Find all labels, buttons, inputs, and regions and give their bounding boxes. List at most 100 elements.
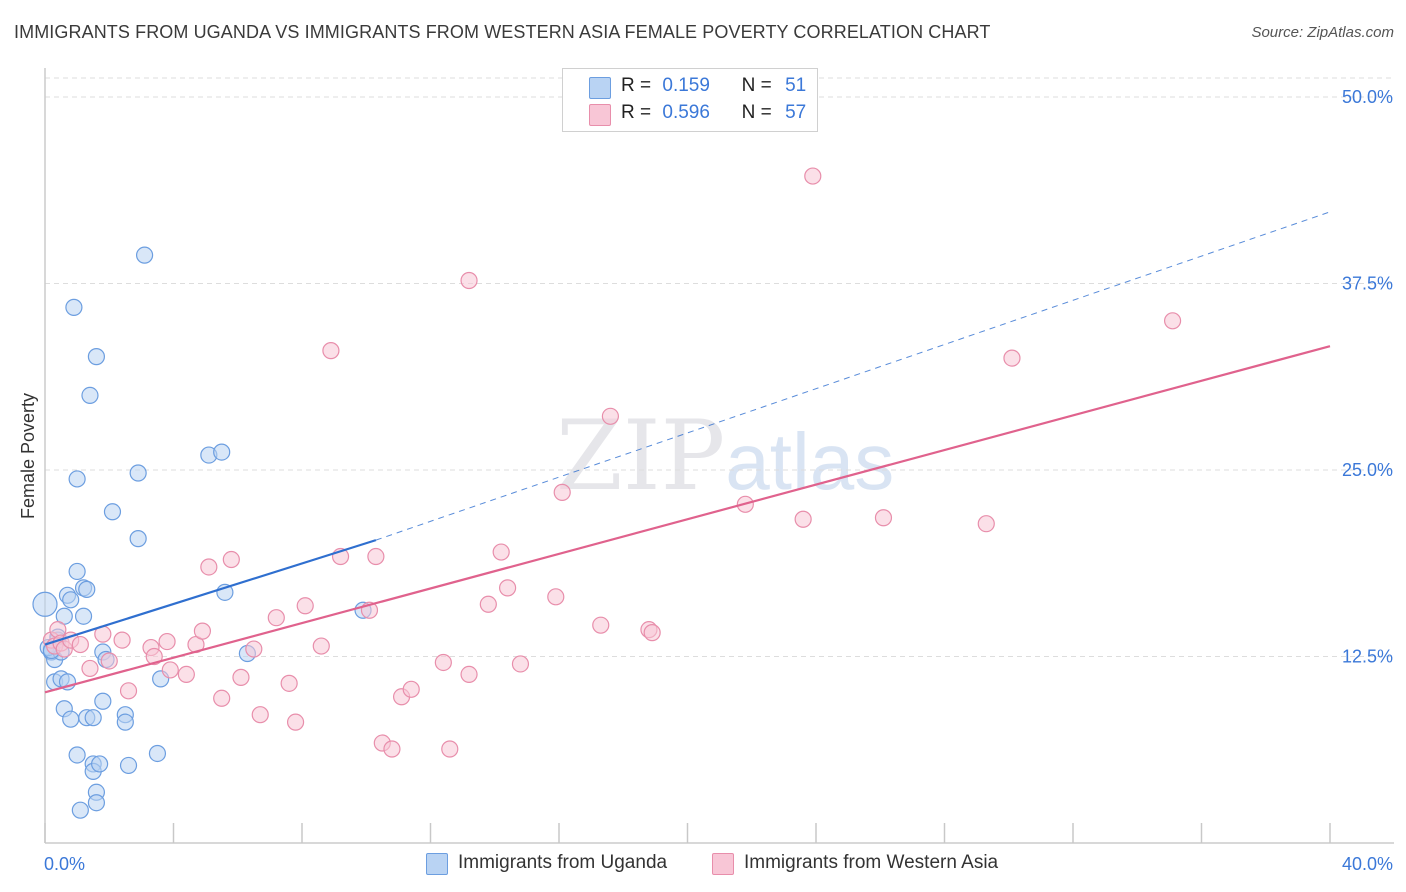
legend-stats-wasia: R = 0.596 N = 57	[621, 102, 806, 124]
uganda-point	[81, 386, 99, 404]
wasia-point	[804, 167, 822, 185]
uganda-point	[32, 591, 58, 617]
uganda-point	[68, 746, 86, 764]
uganda-point	[135, 246, 154, 264]
wasia-point	[874, 509, 893, 527]
wasia-point	[322, 342, 340, 360]
uganda-point	[87, 794, 106, 812]
wasia-point	[286, 713, 305, 731]
wasia-point	[553, 483, 571, 501]
uganda-point	[71, 801, 89, 819]
y-tick-label: 37.5%	[1342, 274, 1393, 294]
n-value: 51	[785, 75, 807, 96]
wasia-point	[267, 609, 285, 627]
x-tick-label: 0.0%	[44, 854, 85, 874]
wasia-point	[1163, 312, 1182, 330]
wasia-point	[601, 407, 620, 425]
r-value: 0.159	[662, 75, 710, 96]
uganda-point	[129, 464, 147, 482]
uganda-trend-extension	[375, 211, 1331, 541]
uganda-point	[94, 692, 112, 710]
wasia-point	[71, 635, 89, 654]
wasia-point	[296, 597, 314, 615]
legend-stats-uganda: R = 0.159 N = 51	[621, 75, 806, 97]
uganda-point	[65, 298, 83, 316]
wasia-legend-label: Immigrants from Western Asia	[744, 852, 999, 873]
wasia-point	[222, 550, 240, 569]
wasia-point	[251, 706, 269, 724]
uganda-legend-swatch	[426, 853, 448, 875]
wasia-point	[547, 588, 565, 606]
wasia-point	[1003, 349, 1021, 367]
correlation-legend: R = 0.159 N = 51 R = 0.596 N = 57	[562, 68, 818, 132]
labels-layer: 12.5% 25.0% 37.5% 50.0% 0.0% 40.0% Female Pove…	[18, 87, 1393, 874]
wasia-trend-line	[44, 345, 1331, 694]
wasia-point	[232, 668, 250, 686]
uganda-point	[84, 709, 102, 727]
points-layer	[32, 167, 1182, 819]
uganda-point	[213, 443, 231, 461]
wasia-point	[81, 659, 99, 678]
watermark-atlas: atlas	[725, 417, 895, 506]
wasia-point	[367, 547, 385, 566]
uganda-point	[148, 744, 167, 763]
wasia-point	[280, 674, 298, 692]
uganda-point	[91, 755, 109, 773]
wasia-point	[213, 689, 231, 707]
uganda-trend-line	[44, 539, 377, 646]
wasia-point	[383, 740, 401, 758]
zipatlas-watermark: ZIPatlas	[556, 400, 894, 512]
wasia-point	[119, 682, 138, 700]
wasia-point	[492, 543, 510, 561]
wasia-point	[200, 558, 218, 576]
uganda-point	[129, 530, 147, 548]
wasia-point	[245, 640, 263, 658]
wasia-point	[402, 680, 420, 698]
r-value: 0.596	[662, 102, 710, 123]
wasia-point	[145, 647, 163, 666]
wasia-point	[441, 740, 459, 758]
wasia-point	[100, 652, 118, 670]
wasia-point	[460, 665, 478, 684]
uganda-point	[68, 470, 86, 488]
wasia-point	[592, 616, 610, 634]
n-label: N =	[741, 102, 772, 123]
uganda-legend-label: Immigrants from Uganda	[458, 852, 668, 873]
y-tick-label: 12.5%	[1342, 647, 1393, 667]
uganda-point	[62, 591, 80, 609]
grid-layer	[45, 77, 1394, 657]
source-credit: Source: ZipAtlas.com	[1251, 24, 1394, 41]
r-label: R =	[621, 102, 652, 123]
wasia-point	[158, 632, 176, 651]
x-tick-label: 40.0%	[1342, 854, 1393, 874]
uganda-swatch	[589, 77, 611, 99]
wasia-point	[161, 661, 179, 679]
wasia-point	[177, 665, 195, 684]
uganda-point	[103, 503, 122, 521]
y-tick-label: 25.0%	[1342, 460, 1393, 480]
wasia-point	[479, 595, 497, 613]
axes-layer	[44, 68, 1394, 844]
y-axis-title: Female Poverty	[18, 393, 38, 519]
n-value: 57	[785, 102, 807, 123]
wasia-point	[511, 655, 530, 673]
uganda-point	[62, 710, 80, 728]
uganda-point	[74, 607, 93, 625]
wasia-swatch	[589, 104, 611, 126]
y-tick-label: 50.0%	[1342, 87, 1393, 107]
wasia-point	[794, 510, 812, 528]
wasia-point	[643, 624, 661, 642]
wasia-point	[312, 637, 330, 655]
uganda-point	[119, 756, 138, 775]
wasia-point	[193, 622, 212, 640]
trend-layer	[44, 211, 1331, 694]
watermark-zip: ZIP	[556, 400, 726, 512]
wasia-legend-swatch	[712, 853, 734, 875]
wasia-point	[977, 515, 995, 533]
wasia-point	[113, 631, 131, 649]
wasia-point	[460, 271, 478, 290]
uganda-point	[78, 580, 96, 598]
wasia-point	[499, 579, 517, 597]
uganda-point	[116, 713, 134, 731]
